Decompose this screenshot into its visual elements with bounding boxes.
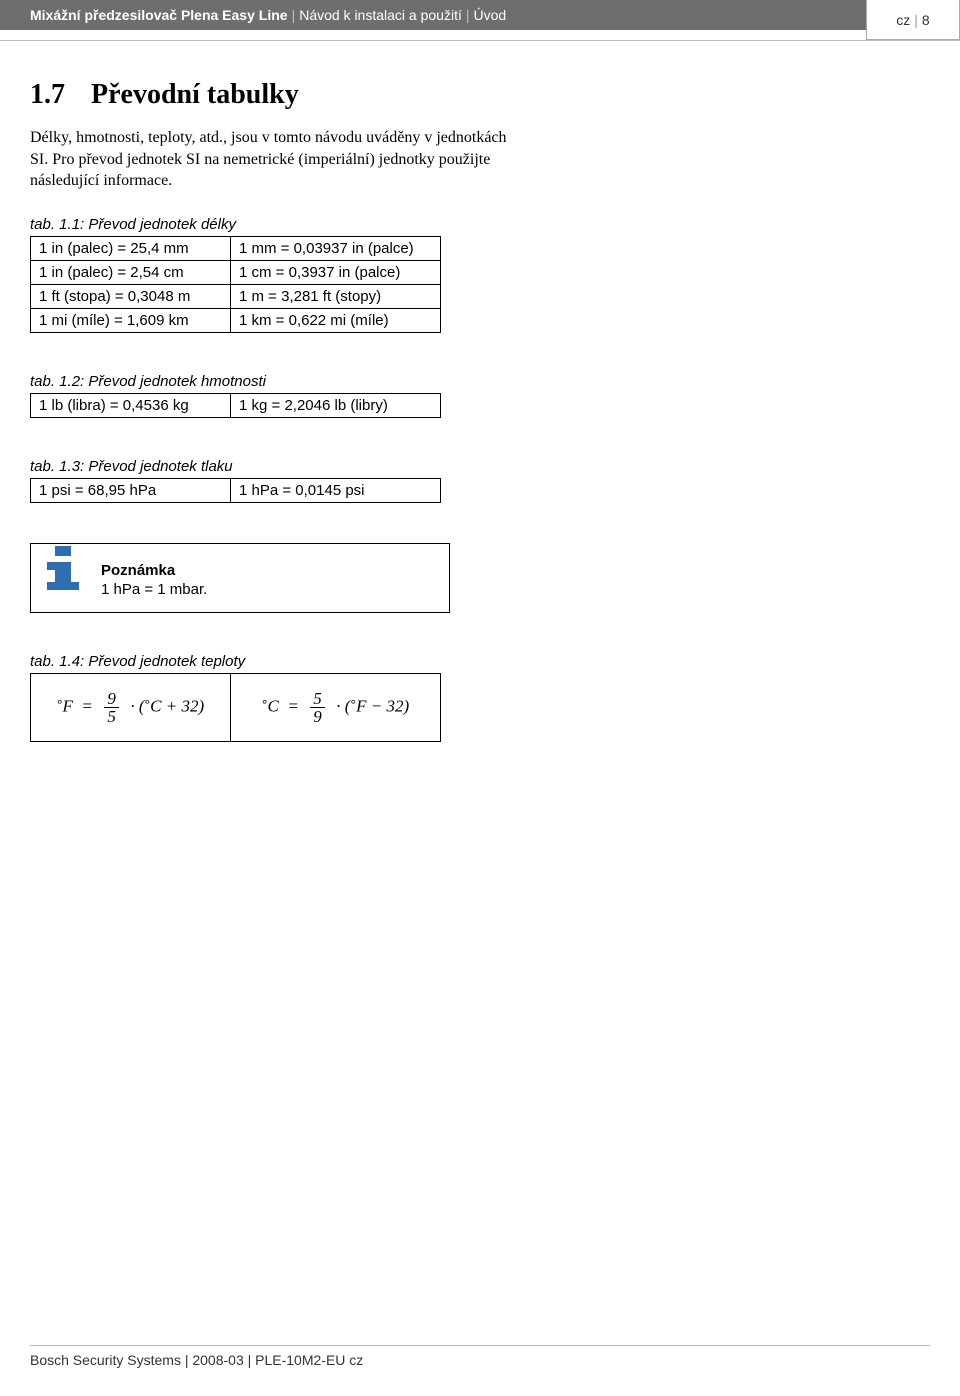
header-section: Úvod (473, 7, 506, 23)
section-number: 1.7 (30, 79, 65, 110)
table-row: 1 mi (míle) = 1,609 km 1 km = 0,622 mi (… (31, 308, 441, 332)
formula-cell-f: °F = 9 5 · (°C + 32) (31, 673, 231, 741)
fraction-num: 9 (104, 690, 119, 708)
table-row: °F = 9 5 · (°C + 32) °C = 5 9 · (°F − 32… (31, 673, 441, 741)
table-temperature: °F = 9 5 · (°C + 32) °C = 5 9 · (°F − 32… (30, 673, 441, 742)
fraction-num: 5 (310, 690, 325, 708)
table-length: 1 in (palec) = 25,4 mm 1 mm = 0,03937 in… (30, 236, 441, 333)
fraction-den: 9 (310, 708, 325, 725)
formula-cell-c: °C = 5 9 · (°F − 32) (231, 673, 441, 741)
table-row: 1 in (palec) = 25,4 mm 1 mm = 0,03937 in… (31, 236, 441, 260)
formula-op: − (371, 696, 382, 715)
note-box: Poznámka 1 hPa = 1 mbar. (30, 543, 450, 613)
section-heading: 1.7 Převodní tabulky (30, 79, 930, 111)
formula-const: 32 (386, 696, 403, 715)
table-pressure: 1 psi = 68,95 hPa 1 hPa = 0,0145 psi (30, 478, 441, 503)
header-product: Mixážní předzesilovač Plena Easy Line (30, 7, 288, 23)
page-content: 1.7 Převodní tabulky Délky, hmotnosti, te… (0, 41, 960, 742)
table-cell: 1 in (palec) = 25,4 mm (31, 236, 231, 260)
table-caption: tab. 1.3: Převod jednotek tlaku (30, 458, 930, 475)
table-caption: tab. 1.2: Převod jednotek hmotnosti (30, 373, 930, 390)
table-cell: 1 ft (stopa) = 0,3048 m (31, 284, 231, 308)
formula-op: + (166, 696, 177, 715)
table-row: 1 psi = 68,95 hPa 1 hPa = 0,0145 psi (31, 478, 441, 502)
note-title: Poznámka (101, 562, 435, 579)
fraction-den: 5 (104, 708, 119, 725)
table-cell: 1 in (palec) = 2,54 cm (31, 260, 231, 284)
formula-unit: C (150, 696, 161, 715)
table-cell: 1 m = 3,281 ft (stopy) (231, 284, 441, 308)
table-caption: tab. 1.1: Převod jednotek délky (30, 216, 930, 233)
table-cell: 1 cm = 0,3937 in (palce) (231, 260, 441, 284)
table-caption: tab. 1.4: Převod jednotek teploty (30, 653, 930, 670)
fraction: 9 5 (104, 690, 119, 725)
table-cell: 1 km = 0,622 mi (míle) (231, 308, 441, 332)
table-cell: 1 kg = 2,2046 lb (libry) (231, 393, 441, 417)
section-title: Převodní tabulky (91, 79, 299, 110)
formula-unit: C (267, 696, 278, 715)
page-footer: Bosch Security Systems | 2008-03 | PLE-1… (30, 1345, 930, 1368)
table-row: 1 lb (libra) = 0,4536 kg 1 kg = 2,2046 l… (31, 393, 441, 417)
header-page: 8 (922, 12, 930, 28)
table-cell: 1 mm = 0,03937 in (palce) (231, 236, 441, 260)
header-separator: | (292, 7, 296, 23)
info-icon (41, 542, 85, 594)
section-intro: Délky, hmotnosti, teploty, atd., jsou v … (30, 127, 520, 192)
page-header: Mixážní předzesilovač Plena Easy Line | … (0, 0, 960, 30)
table-cell: 1 psi = 68,95 hPa (31, 478, 231, 502)
table-row: 1 ft (stopa) = 0,3048 m 1 m = 3,281 ft (… (31, 284, 441, 308)
header-lang: cz (896, 12, 910, 28)
table-mass: 1 lb (libra) = 0,4536 kg 1 kg = 2,2046 l… (30, 393, 441, 418)
header-separator: | (466, 7, 470, 23)
page-number-box: cz | 8 (866, 0, 960, 40)
formula-unit: F (62, 696, 72, 715)
table-row: 1 in (palec) = 2,54 cm 1 cm = 0,3937 in … (31, 260, 441, 284)
formula-unit: F (356, 696, 366, 715)
footer-text: Bosch Security Systems | 2008-03 | PLE-1… (30, 1345, 930, 1368)
header-doc: Návod k instalaci a použití (299, 7, 462, 23)
table-cell: 1 hPa = 0,0145 psi (231, 478, 441, 502)
table-cell: 1 mi (míle) = 1,609 km (31, 308, 231, 332)
note-text: 1 hPa = 1 mbar. (101, 581, 435, 598)
fraction: 5 9 (310, 690, 325, 725)
formula-const: 32 (181, 696, 198, 715)
header-separator: | (914, 12, 918, 28)
table-cell: 1 lb (libra) = 0,4536 kg (31, 393, 231, 417)
